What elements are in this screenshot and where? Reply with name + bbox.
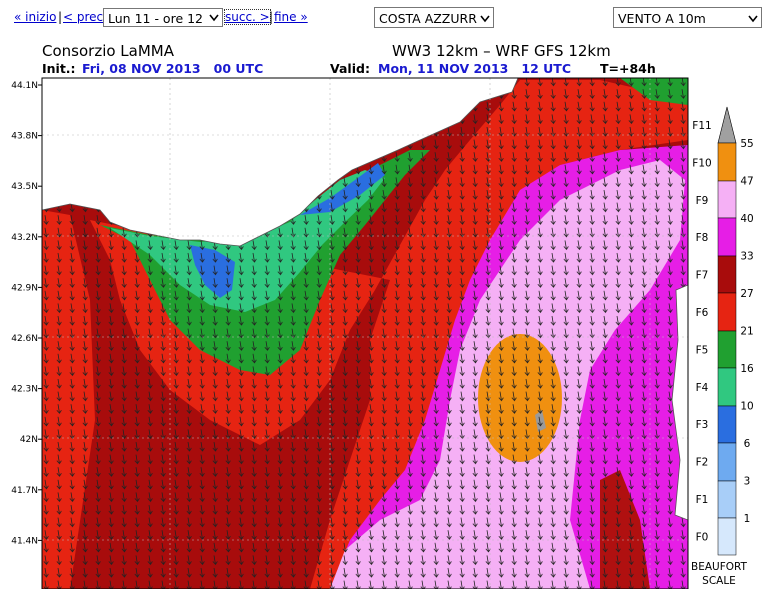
next-link[interactable]: succ. > xyxy=(224,9,271,25)
latitude-axis: 44.1N 43.8N 43.5N 43.2N 42.9N 42.6N 42.3N 42N 41… xyxy=(11,81,42,546)
map-frame xyxy=(41,77,689,589)
latitude-label: 44.1N xyxy=(11,81,38,91)
last-link[interactable]: fine » xyxy=(274,10,308,24)
chevron xyxy=(209,14,219,22)
latitude-label: 43.8N xyxy=(11,132,38,142)
latitude-label: 41.4N xyxy=(11,536,38,546)
lead-time: T=+84h xyxy=(600,61,656,76)
force-label: F10 xyxy=(692,157,711,169)
latitude-label: 43.5N xyxy=(11,182,38,192)
threshold-label: 10 xyxy=(740,401,753,413)
latitude-label: 41.7N xyxy=(11,486,38,496)
threshold-label: 3 xyxy=(744,476,751,488)
valid-label: Valid: xyxy=(330,61,370,76)
latitude-label: 42N xyxy=(20,435,38,445)
init-value: Fri, 08 NOV 2013 00 UTC xyxy=(82,61,263,76)
colorbar-segment xyxy=(717,180,737,219)
colorbar-segment xyxy=(717,405,737,444)
graticule xyxy=(42,78,688,589)
org-title: Consorzio LaMMA xyxy=(42,42,175,60)
force-label: F2 xyxy=(696,457,709,469)
valid-value: Mon, 11 NOV 2013 12 UTC xyxy=(378,61,571,76)
colorbar-segment xyxy=(717,292,737,332)
wind-map: Consorzio LaMMA WW3 12km – WRF GFS 12km … xyxy=(11,42,754,589)
force-label: F0 xyxy=(696,531,709,543)
variable-select[interactable]: VENTO A 10m xyxy=(613,7,762,28)
colorbar xyxy=(717,106,737,556)
colorbar-segment xyxy=(717,442,737,482)
land xyxy=(42,78,519,247)
models-title: WW3 12km – WRF GFS 12km xyxy=(392,42,611,60)
threshold-label: 6 xyxy=(744,438,751,450)
time-select[interactable]: Lun 11 - ore 12 xyxy=(103,8,223,27)
legend-subtitle: SCALE xyxy=(702,575,736,587)
threshold-label: 40 xyxy=(740,213,753,225)
area-select[interactable]: COSTA AZZURR xyxy=(374,7,494,28)
colorbar-segment xyxy=(717,517,737,556)
map-field xyxy=(42,78,688,589)
area-select-value: COSTA AZZURR xyxy=(379,11,477,26)
force-label: F3 xyxy=(696,419,709,431)
threshold-label: 16 xyxy=(740,363,754,375)
colorbar-segment xyxy=(717,217,737,257)
legend-labels: F11F10F9F8F7F6F5F4F3F2F1F055474033272116… xyxy=(692,120,754,543)
force-label: F9 xyxy=(696,195,709,207)
colorbar-segment xyxy=(717,142,737,182)
colorbar-segment xyxy=(717,255,737,294)
separator: | xyxy=(58,10,63,24)
first-link[interactable]: « inizio xyxy=(14,10,57,24)
variable-select-value: VENTO A 10m xyxy=(618,11,706,26)
latitude-label: 42.3N xyxy=(11,385,38,395)
time-select-value: Lun 11 - ore 12 xyxy=(108,11,204,26)
threshold-label: 1 xyxy=(744,513,751,525)
separator: | xyxy=(269,10,274,24)
force-label: F8 xyxy=(696,232,709,244)
threshold-label: 55 xyxy=(740,138,753,150)
colorbar-cap xyxy=(717,106,737,144)
force-label: F1 xyxy=(696,494,709,506)
force-label: F11 xyxy=(692,120,711,132)
colorbar-segment xyxy=(717,480,737,519)
force-label: F4 xyxy=(696,382,709,394)
threshold-label: 21 xyxy=(740,326,753,338)
colorbar-segment xyxy=(717,367,737,407)
prev-link[interactable]: < prec. xyxy=(63,10,107,24)
land xyxy=(671,284,688,521)
latitude-label: 42.9N xyxy=(11,283,38,293)
force-label: F5 xyxy=(696,344,709,356)
chevron xyxy=(748,15,758,23)
force-label: F7 xyxy=(696,270,709,282)
threshold-label: 27 xyxy=(740,288,753,300)
threshold-label: 33 xyxy=(740,251,753,263)
colorbar-segment xyxy=(717,330,737,369)
force-label: F6 xyxy=(696,307,709,319)
latitude-label: 43.2N xyxy=(11,233,38,243)
threshold-label: 47 xyxy=(740,176,753,188)
latitude-label: 42.6N xyxy=(11,334,38,344)
init-label: Init.: xyxy=(42,61,76,76)
legend-title: BEAUFORT xyxy=(691,561,748,573)
chevron xyxy=(480,15,490,23)
